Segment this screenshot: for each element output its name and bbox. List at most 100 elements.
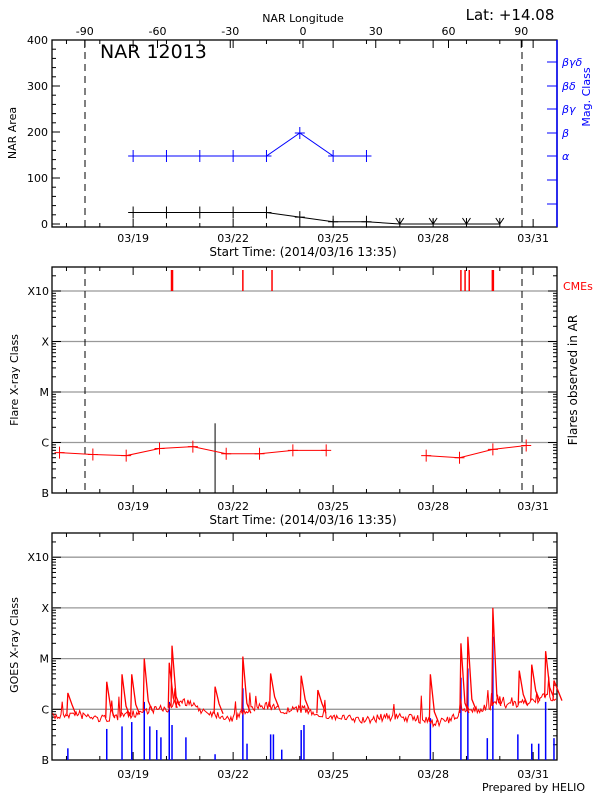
y-tick-label: C <box>41 703 49 716</box>
panel1-xlabel: Start Time: (2014/03/16 13:35) <box>209 245 396 259</box>
longitude-tick-label: -30 <box>221 25 239 38</box>
flare-point <box>221 447 232 460</box>
area-point <box>194 206 205 219</box>
goes-flare-peak <box>299 675 310 710</box>
goes-flare-peak <box>543 651 555 698</box>
latitude-label: Lat: +14.08 <box>466 6 555 24</box>
mag-class-point <box>161 150 172 162</box>
longitude-tick-label: -90 <box>76 25 94 38</box>
goes-flux-curve <box>52 676 557 729</box>
flare-point <box>187 440 198 453</box>
area-point <box>428 217 438 225</box>
mag-class-point <box>328 150 339 162</box>
mag-class-tick-label: α <box>562 150 570 163</box>
goes-flare-peak <box>530 664 541 702</box>
x-tick-label: 03/25 <box>317 232 349 245</box>
x-tick-label: 03/19 <box>117 500 149 513</box>
area-point <box>128 206 139 219</box>
longitude-tick-label: -60 <box>149 25 167 38</box>
flare-point <box>287 444 298 457</box>
x-tick-label: 03/28 <box>417 768 449 781</box>
area-point <box>328 215 339 228</box>
goes-flare-peak <box>268 673 280 708</box>
area-point <box>161 206 172 219</box>
flare-point <box>54 446 65 459</box>
region-title: NAR 12013 <box>100 41 207 63</box>
goes-flare-peak <box>316 689 327 714</box>
goes-flare-peak <box>428 674 439 723</box>
longitude-tick-label: 0 <box>300 25 307 38</box>
flare-point <box>521 439 532 452</box>
goes-flare-peak <box>105 681 116 719</box>
y-tick-label: M <box>40 386 50 399</box>
flare-point <box>254 447 265 460</box>
flare-point <box>421 449 432 462</box>
goes-class-axis-label: GOES X-ray Class <box>8 597 21 693</box>
mag-class-axis-label: Mag. Class <box>580 67 593 126</box>
area-point <box>495 217 505 225</box>
y-tick-label: M <box>40 653 50 666</box>
goes-flare-peak <box>66 692 77 715</box>
area-point <box>294 211 305 224</box>
plot-frame <box>51 266 558 494</box>
flare-point <box>121 449 132 462</box>
y-tick-label: B <box>41 487 49 500</box>
x-tick-label: 03/22 <box>217 232 249 245</box>
area-line <box>133 212 500 225</box>
mag-class-line <box>133 132 367 157</box>
goes-flare-peak <box>130 674 141 715</box>
x-tick-label: 03/31 <box>517 768 549 781</box>
mag-class-point <box>261 150 272 162</box>
mag-class-tick-label: β <box>561 127 569 140</box>
mag-class-point <box>294 127 305 139</box>
y-tick-label: C <box>41 437 49 450</box>
x-tick-label: 03/28 <box>417 232 449 245</box>
longitude-tick-label: 60 <box>442 25 456 38</box>
area-point <box>395 217 405 225</box>
credit: Prepared by HELIO <box>482 781 585 794</box>
flare-class-axis-label: Flare X-ray Class <box>8 334 21 426</box>
mag-class-tick-label: βγδ <box>561 56 583 69</box>
goes-flare-peak <box>120 674 131 717</box>
x-tick-label: 03/25 <box>317 500 349 513</box>
y-tick-label: X10 <box>27 551 49 564</box>
cme-label: CMEs <box>563 280 593 293</box>
y-tick-label: B <box>41 754 49 767</box>
mag-class-point <box>228 150 239 162</box>
flare-class-line <box>426 445 527 459</box>
goes-flare-peak <box>213 686 224 715</box>
goes-flare-peak <box>170 645 181 707</box>
flare-point <box>321 444 332 457</box>
mag-class-point <box>128 150 139 162</box>
goes-flare-peak <box>241 656 252 714</box>
y-tick-label: X <box>41 336 49 349</box>
y-tick-label: 200 <box>27 126 48 139</box>
y-tick-label: 0 <box>41 218 48 231</box>
flares-observed-label: Flares observed in AR <box>566 315 580 445</box>
goes-flare-peak <box>466 636 477 710</box>
x-tick-label: 03/22 <box>217 500 249 513</box>
area-point <box>462 217 471 225</box>
longitude-tick-label: 30 <box>369 25 383 38</box>
goes-flare-peak <box>517 670 528 705</box>
flare-point <box>87 448 98 461</box>
goes-flare-peak <box>552 680 563 701</box>
goes-flare-peak <box>491 607 502 707</box>
flare-point <box>454 451 465 464</box>
area-point <box>261 206 272 219</box>
x-tick-label: 03/28 <box>417 500 449 513</box>
x-tick-label: 03/22 <box>217 768 249 781</box>
top-axis-title: NAR Longitude <box>262 12 344 25</box>
mag-class-tick-label: βγ <box>561 103 576 116</box>
x-tick-label: 03/31 <box>517 232 549 245</box>
panel2-xlabel: Start Time: (2014/03/16 13:35) <box>209 513 396 527</box>
y-tick-label: X <box>41 602 49 615</box>
area-point <box>361 215 372 228</box>
x-tick-label: 03/25 <box>317 768 349 781</box>
flare-point <box>154 442 165 455</box>
mag-class-tick-label: βδ <box>561 80 576 93</box>
area-axis-label: NAR Area <box>6 107 19 159</box>
goes-flare-peak <box>142 658 153 712</box>
area-point <box>228 206 239 219</box>
y-tick-label: 400 <box>27 34 48 47</box>
